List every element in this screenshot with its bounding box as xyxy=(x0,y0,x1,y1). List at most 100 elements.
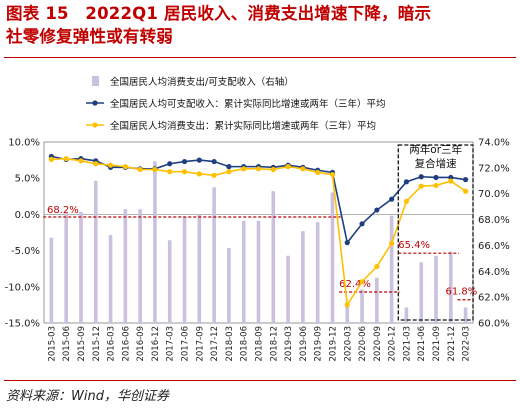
point-2-2021-09 xyxy=(433,182,439,189)
bar-2021-12 xyxy=(449,251,453,323)
bar-2018-06 xyxy=(241,220,246,323)
point-2-2015-09 xyxy=(78,158,84,164)
point-2-2021-06 xyxy=(418,183,424,189)
point-2-2017-03 xyxy=(167,169,173,175)
right-tick-label: 66.0% xyxy=(478,241,510,252)
reference-label-3: 65.4% xyxy=(398,240,430,251)
right-tick-label: 62.0% xyxy=(478,293,510,304)
left-tick-label: 0.0% xyxy=(15,210,40,221)
box-label-line1: 两年or三年 xyxy=(409,143,462,156)
point-2-2020-12 xyxy=(389,240,395,246)
x-tick-label: 2021-09 xyxy=(432,326,442,362)
x-tick-label: 2020-09 xyxy=(373,326,383,362)
point-2-2017-06 xyxy=(181,169,188,175)
title-divider xyxy=(4,57,516,58)
bar-2020-12 xyxy=(389,215,394,323)
source-divider xyxy=(4,380,516,381)
point-2-2016-06 xyxy=(122,164,128,170)
point-2-2018-12 xyxy=(270,166,276,173)
bar-2019-09 xyxy=(315,222,320,323)
box-label-line2: 复合增速 xyxy=(415,157,457,170)
point-1-2017-09 xyxy=(196,157,202,163)
legend-swatch-dot-2 xyxy=(92,100,98,106)
bar-2020-09 xyxy=(375,277,379,323)
x-tick-label: 2016-12 xyxy=(151,326,161,362)
bar-2015-09 xyxy=(79,211,83,323)
point-1-2022-03 xyxy=(463,177,469,183)
point-2-2021-12 xyxy=(448,178,454,184)
point-2-2016-03 xyxy=(107,162,114,168)
x-tick-label: 2018-03 xyxy=(225,326,235,362)
bar-2017-06 xyxy=(182,216,187,323)
point-2-2015-03 xyxy=(48,156,54,162)
point-2-2020-06 xyxy=(359,279,365,285)
x-tick-label: 2019-09 xyxy=(314,326,324,362)
compound-growth-box xyxy=(397,144,474,321)
point-1-2020-03 xyxy=(344,240,350,246)
point-1-2020-09 xyxy=(374,207,380,213)
x-tick-label: 2017-06 xyxy=(181,326,191,362)
bar-2015-03 xyxy=(49,237,54,323)
x-tick-label: 2018-06 xyxy=(240,326,250,362)
bar-2019-12 xyxy=(330,192,335,323)
x-tick-label: 2016-09 xyxy=(136,326,146,362)
chart-title-line1: 图表 15 2022Q1 居民收入、消费支出增速下降，暗示 xyxy=(6,4,432,23)
point-2-2016-12 xyxy=(152,166,158,173)
point-1-2020-12 xyxy=(389,196,395,202)
point-1-2021-09 xyxy=(433,174,439,181)
point-1-2021-12 xyxy=(448,174,454,181)
point-2-2019-09 xyxy=(315,169,321,176)
x-tick-label: 2019-06 xyxy=(299,326,309,362)
x-tick-label: 2021-12 xyxy=(447,326,457,362)
x-tick-label: 2017-09 xyxy=(195,326,205,362)
point-2-2019-06 xyxy=(300,166,306,172)
x-tick-label: 2021-06 xyxy=(417,326,427,362)
x-tick-label: 2022-03 xyxy=(462,326,472,362)
reference-label-1: 68.2% xyxy=(47,205,79,216)
left-tick-label: 5.0% xyxy=(15,174,40,185)
x-tick-label: 2016-03 xyxy=(107,326,117,362)
x-tick-label: 2015-06 xyxy=(62,326,72,362)
bar-2016-06 xyxy=(123,209,128,323)
right-tick-label: 60.0% xyxy=(478,319,510,330)
point-2-2022-03 xyxy=(463,188,469,194)
bar-2020-06 xyxy=(360,289,364,323)
bar-2018-09 xyxy=(256,220,261,323)
point-2-2019-03 xyxy=(285,164,291,170)
left-tick-label: -10.0% xyxy=(5,282,40,293)
legend-swatch-dot-3 xyxy=(92,122,98,128)
x-tick-label: 2020-12 xyxy=(388,326,398,362)
bar-2015-06 xyxy=(64,213,68,323)
right-tick-label: 72.0% xyxy=(478,163,510,174)
bar-2019-06 xyxy=(301,231,305,323)
x-tick-label: 2020-06 xyxy=(358,326,368,362)
legend-label-3: 全国居民人均消费支出：累计实际同比增速或两年（三年）平均 xyxy=(110,120,376,132)
point-1-2021-03 xyxy=(403,179,410,185)
bar-2019-03 xyxy=(286,255,290,323)
bar-2017-03 xyxy=(167,240,172,323)
bar-2016-03 xyxy=(108,235,113,323)
point-1-2017-12 xyxy=(211,158,217,165)
x-tick-label: 2020-03 xyxy=(343,326,353,362)
right-tick-label: 64.0% xyxy=(478,267,510,278)
point-2-2018-03 xyxy=(226,169,232,175)
x-tick-label: 2015-09 xyxy=(77,326,87,362)
bar-2015-12 xyxy=(93,180,98,323)
x-tick-label: 2021-03 xyxy=(402,326,412,362)
right-tick-label: 68.0% xyxy=(478,215,510,226)
point-2-2018-06 xyxy=(241,166,247,172)
bar-2021-06 xyxy=(419,262,424,323)
right-tick-label: 74.0% xyxy=(478,138,510,149)
bar-2016-09 xyxy=(138,209,142,323)
x-tick-label: 2018-12 xyxy=(269,326,279,362)
point-1-2021-06 xyxy=(418,174,424,180)
bar-2017-12 xyxy=(212,187,216,323)
legend-label-2: 全国居民人均可支配收入：累计实际同比增速或两年（三年）平均 xyxy=(110,98,386,110)
source-note: 资料来源：Wind，华创证券 xyxy=(6,389,169,404)
point-2-2017-09 xyxy=(196,171,202,177)
x-tick-label: 2018-09 xyxy=(255,326,265,362)
point-2-2015-06 xyxy=(63,156,69,162)
point-1-2018-03 xyxy=(226,164,232,170)
point-1-2020-06 xyxy=(359,221,365,227)
